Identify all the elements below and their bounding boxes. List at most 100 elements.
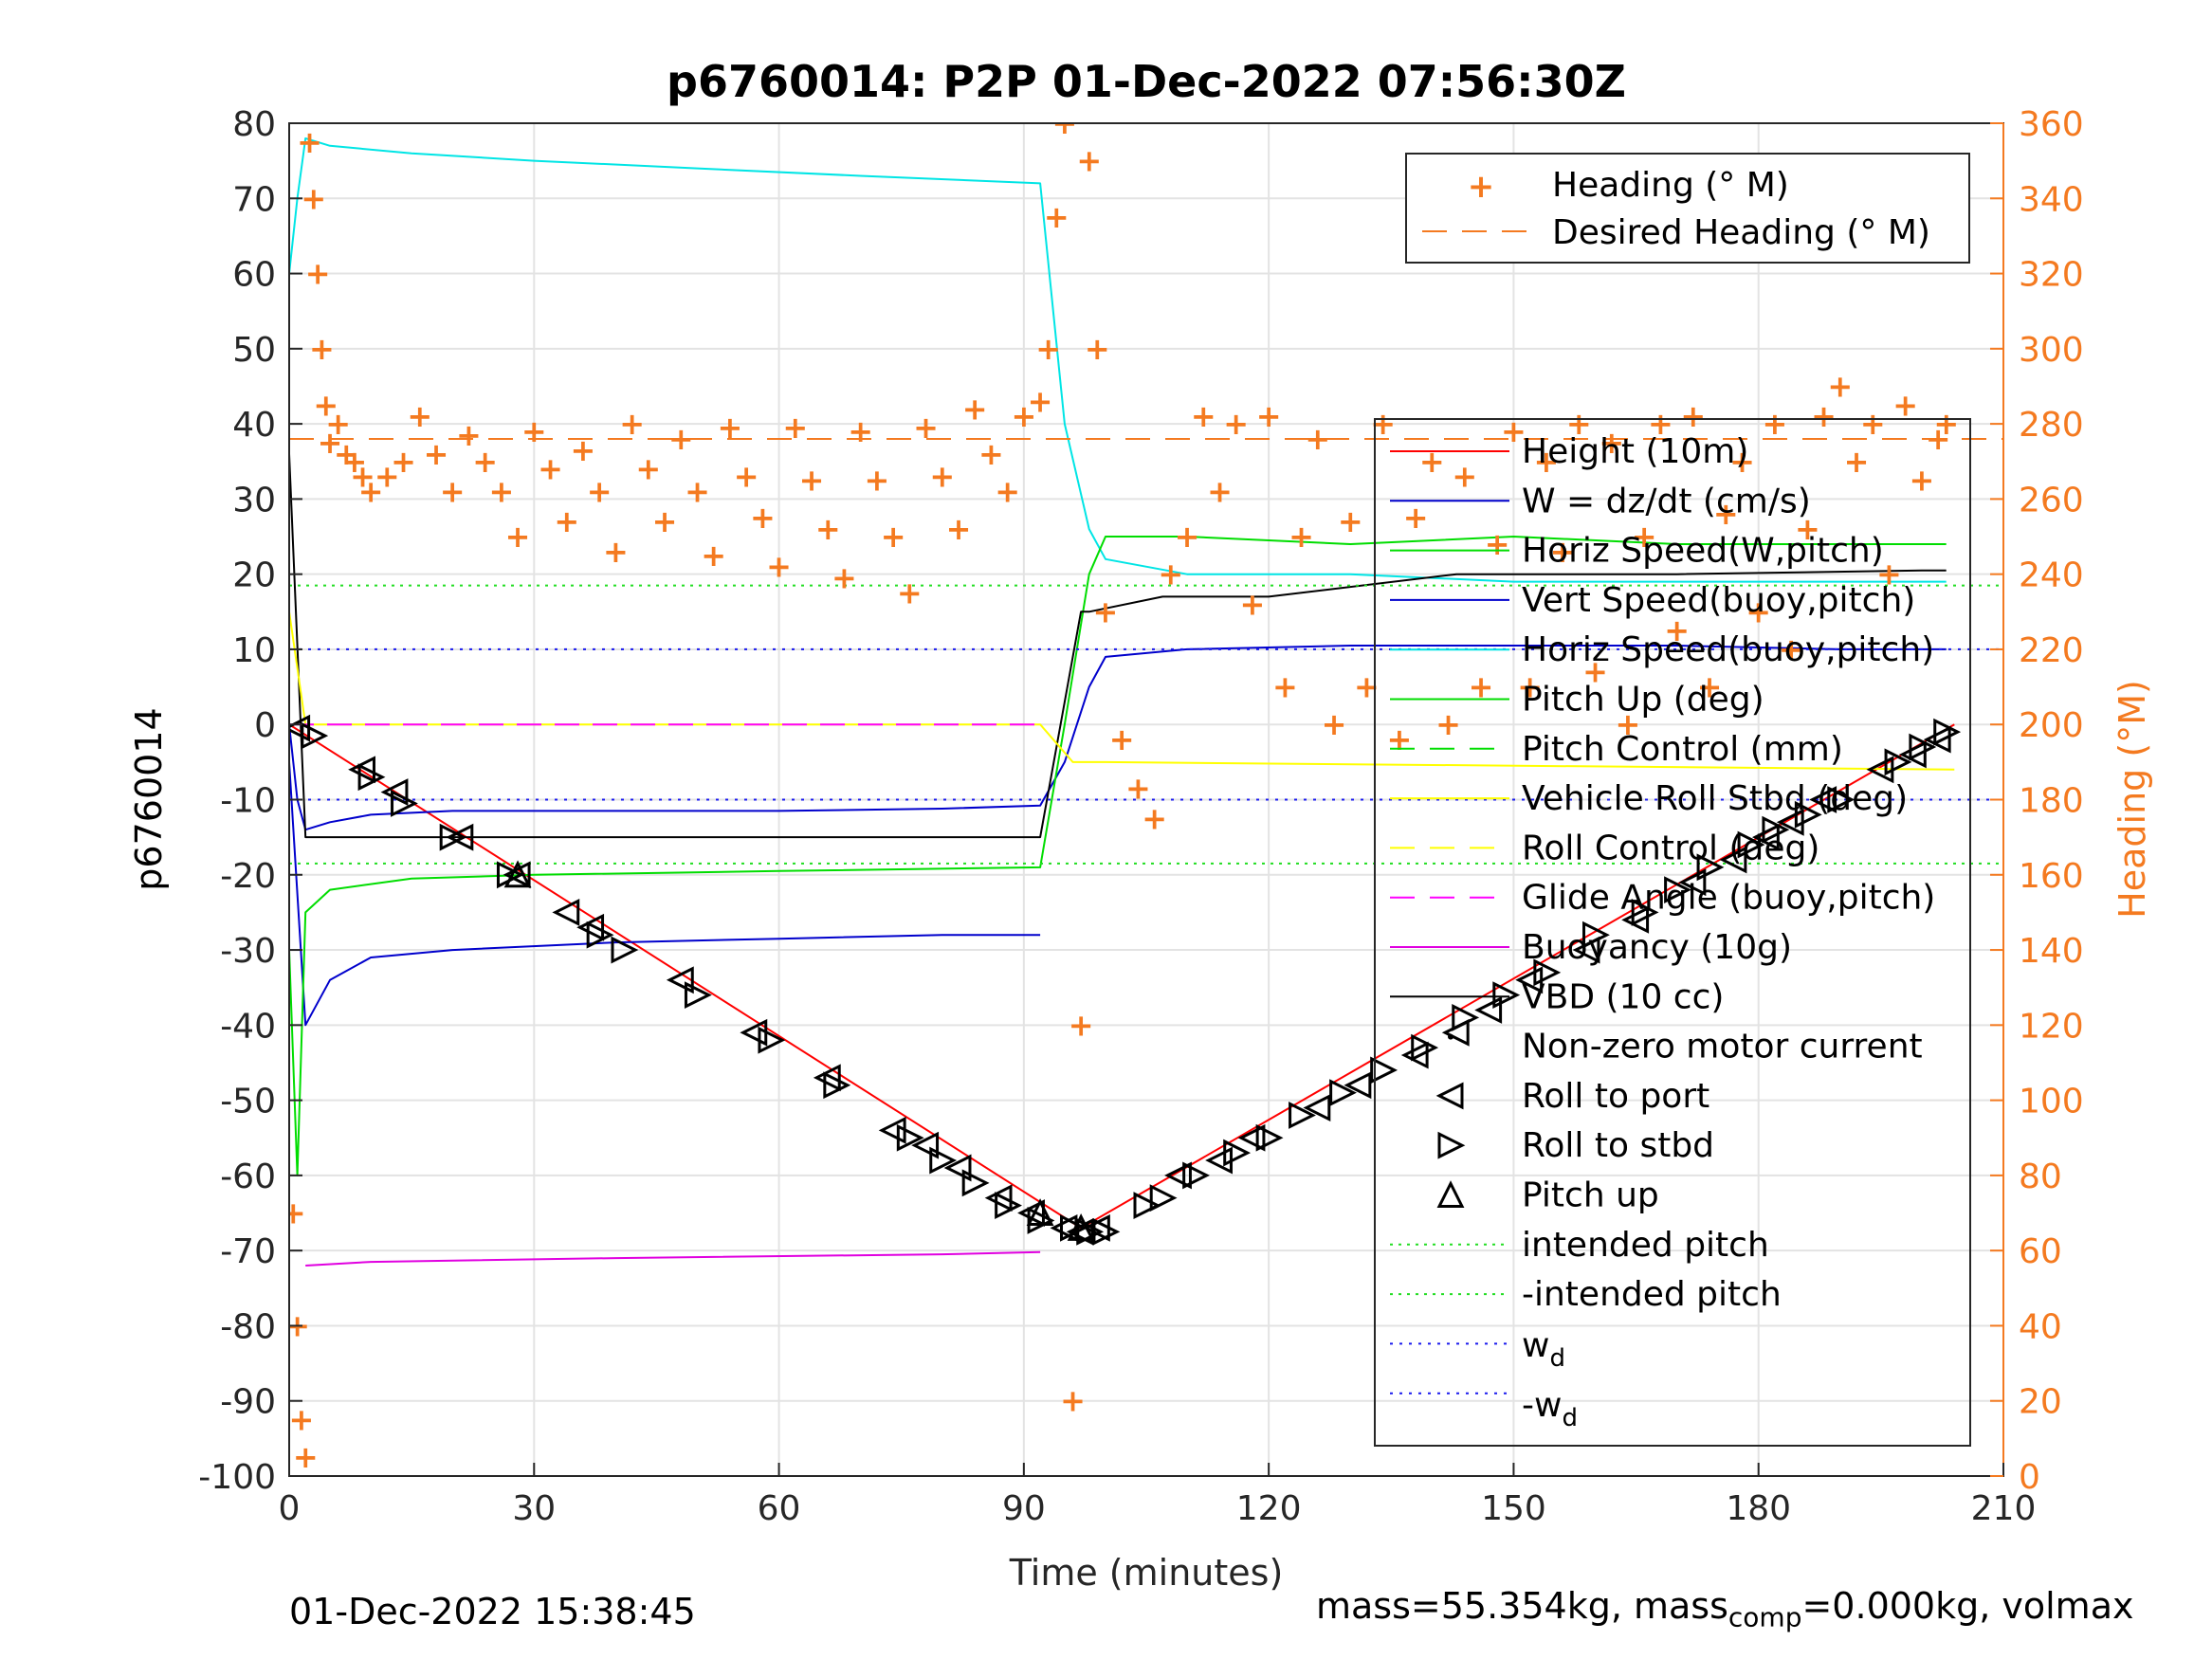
heading-point: + bbox=[538, 451, 563, 487]
heading-point: + bbox=[652, 503, 678, 539]
y-tick-label: -60 bbox=[220, 1158, 276, 1196]
y-tick-label-right: 360 bbox=[2019, 105, 2084, 144]
heading-point: + bbox=[1044, 199, 1069, 235]
legend-heading-marker: + bbox=[1468, 168, 1495, 206]
heading-point: + bbox=[1011, 398, 1036, 434]
heading-point: + bbox=[848, 413, 873, 449]
heading-point: + bbox=[341, 444, 367, 480]
legend-main-label: Pitch up bbox=[1522, 1176, 1659, 1215]
roll-to-port-marker bbox=[813, 1064, 841, 1092]
y-tick-label: 80 bbox=[232, 105, 276, 144]
heading-point: + bbox=[1175, 519, 1200, 555]
series-line-vbd-10-cc bbox=[289, 453, 1947, 839]
roll-to-stbd-marker bbox=[961, 1169, 990, 1197]
y-tick-label: -30 bbox=[220, 932, 276, 971]
series-line-pitch-up-deg bbox=[289, 536, 1947, 1176]
heading-point: + bbox=[1933, 406, 1959, 442]
roll-to-stbd-marker bbox=[1909, 733, 1937, 761]
heading-point: + bbox=[701, 538, 726, 574]
y-tick-label: 60 bbox=[232, 256, 276, 295]
heading-point: + bbox=[1729, 444, 1755, 480]
y-tick-label: -10 bbox=[220, 782, 276, 821]
heading-point: + bbox=[1892, 387, 1918, 423]
heading-point: + bbox=[309, 331, 335, 367]
roll-to-stbd-marker bbox=[896, 1123, 924, 1152]
x-tick-label: 180 bbox=[1726, 1489, 1791, 1528]
legend-main-label: Vehicle Roll Stbd (deg) bbox=[1522, 779, 1908, 818]
roll-to-stbd-marker bbox=[758, 1026, 786, 1054]
heading-point: + bbox=[1452, 459, 1477, 495]
legend-main-label: Non-zero motor current bbox=[1522, 1028, 1923, 1066]
y-tick-label: -70 bbox=[220, 1232, 276, 1271]
legend-heading: + Heading (° M) Desired Heading (° M) bbox=[1405, 153, 1970, 264]
grid bbox=[289, 123, 2003, 1476]
legend-main: Height (10m) W = dz/dt (cm/s) Horiz Speed(… bbox=[1374, 418, 1971, 1447]
roll-to-stbd-marker bbox=[391, 790, 418, 817]
heading-point: + bbox=[1240, 586, 1266, 622]
heading-point: + bbox=[472, 444, 498, 480]
y-tick-label: -100 bbox=[198, 1458, 276, 1497]
heading-point: + bbox=[313, 387, 338, 423]
heading-point: + bbox=[1680, 398, 1706, 434]
roll-to-stbd-marker bbox=[1452, 1003, 1480, 1031]
y-tick-label: -40 bbox=[220, 1007, 276, 1046]
legend-main-label: W = dz/dt (cm/s) bbox=[1522, 482, 1811, 520]
heading-point: + bbox=[1926, 421, 1951, 457]
roll-to-stbd-marker bbox=[1492, 981, 1521, 1010]
legend-marker-right bbox=[1437, 1131, 1466, 1159]
heading-point: + bbox=[1599, 425, 1624, 461]
footer-timestamp: 01-Dec-2022 15:38:45 bbox=[289, 1591, 696, 1632]
heading-point: + bbox=[766, 549, 792, 585]
heading-point: + bbox=[375, 459, 400, 495]
heading-point: + bbox=[1035, 331, 1061, 367]
roll-to-port-marker bbox=[552, 898, 580, 926]
heading-point: + bbox=[587, 473, 612, 509]
y-tick-label: 40 bbox=[232, 406, 276, 445]
heading-point: + bbox=[1844, 444, 1870, 480]
heading-point: + bbox=[782, 410, 808, 446]
roll-to-stbd-marker bbox=[1255, 1123, 1284, 1152]
roll-to-stbd-marker bbox=[1794, 800, 1822, 829]
heading-point: + bbox=[1109, 721, 1135, 757]
y-tick-label: -50 bbox=[220, 1083, 276, 1121]
heading-point: + bbox=[1256, 398, 1282, 434]
roll-to-stbd-marker bbox=[1664, 876, 1691, 904]
heading-point: + bbox=[1435, 706, 1461, 742]
heading-point: + bbox=[978, 436, 1004, 472]
heading-point: + bbox=[832, 560, 857, 596]
heading-point: + bbox=[864, 463, 889, 499]
heading-point: + bbox=[1272, 669, 1298, 705]
roll-to-stbd-marker bbox=[357, 763, 386, 792]
legend-main-label: Roll Control (deg) bbox=[1522, 829, 1819, 867]
legend-main-label: Pitch Up (deg) bbox=[1522, 681, 1764, 720]
heading-point: + bbox=[1051, 105, 1077, 141]
x-tick-label: 60 bbox=[758, 1489, 801, 1528]
x-tick-label: 210 bbox=[1971, 1489, 2037, 1528]
roll-to-stbd-marker bbox=[1133, 1192, 1161, 1220]
legend-main-label: Vert Speed(buoy,pitch) bbox=[1522, 581, 1915, 620]
y-tick-label-right: 260 bbox=[2019, 481, 2084, 520]
roll-to-port-marker bbox=[1400, 1041, 1429, 1069]
heading-point: + bbox=[1827, 368, 1853, 404]
roll-to-stbd-marker bbox=[1076, 1217, 1105, 1246]
y-tick-label-right: 80 bbox=[2019, 1158, 2062, 1196]
heading-point: + bbox=[1223, 406, 1249, 442]
roll-to-port-marker bbox=[1474, 996, 1503, 1024]
roll-to-port-marker bbox=[1621, 905, 1650, 934]
x-tick-label: 90 bbox=[1002, 1489, 1046, 1528]
heading-point: + bbox=[1289, 519, 1314, 555]
heading-point: + bbox=[281, 1195, 306, 1231]
roll-to-stbd-marker bbox=[1223, 1139, 1252, 1167]
heading-point: + bbox=[1386, 721, 1412, 757]
roll-to-port-marker bbox=[348, 756, 375, 784]
legend-main-label: -intended pitch bbox=[1522, 1275, 1782, 1314]
heading-point: + bbox=[440, 473, 466, 509]
heading-point: + bbox=[1779, 631, 1804, 667]
legend-main-label: Horiz Speed(buoy,pitch) bbox=[1522, 630, 1934, 669]
roll-to-stbd-marker bbox=[1631, 898, 1659, 926]
heading-point: + bbox=[1795, 511, 1820, 547]
roll-to-stbd-marker bbox=[1411, 1033, 1439, 1062]
heading-point: + bbox=[1648, 406, 1673, 442]
legend-main-label: Buoyancy (10g) bbox=[1522, 928, 1792, 967]
